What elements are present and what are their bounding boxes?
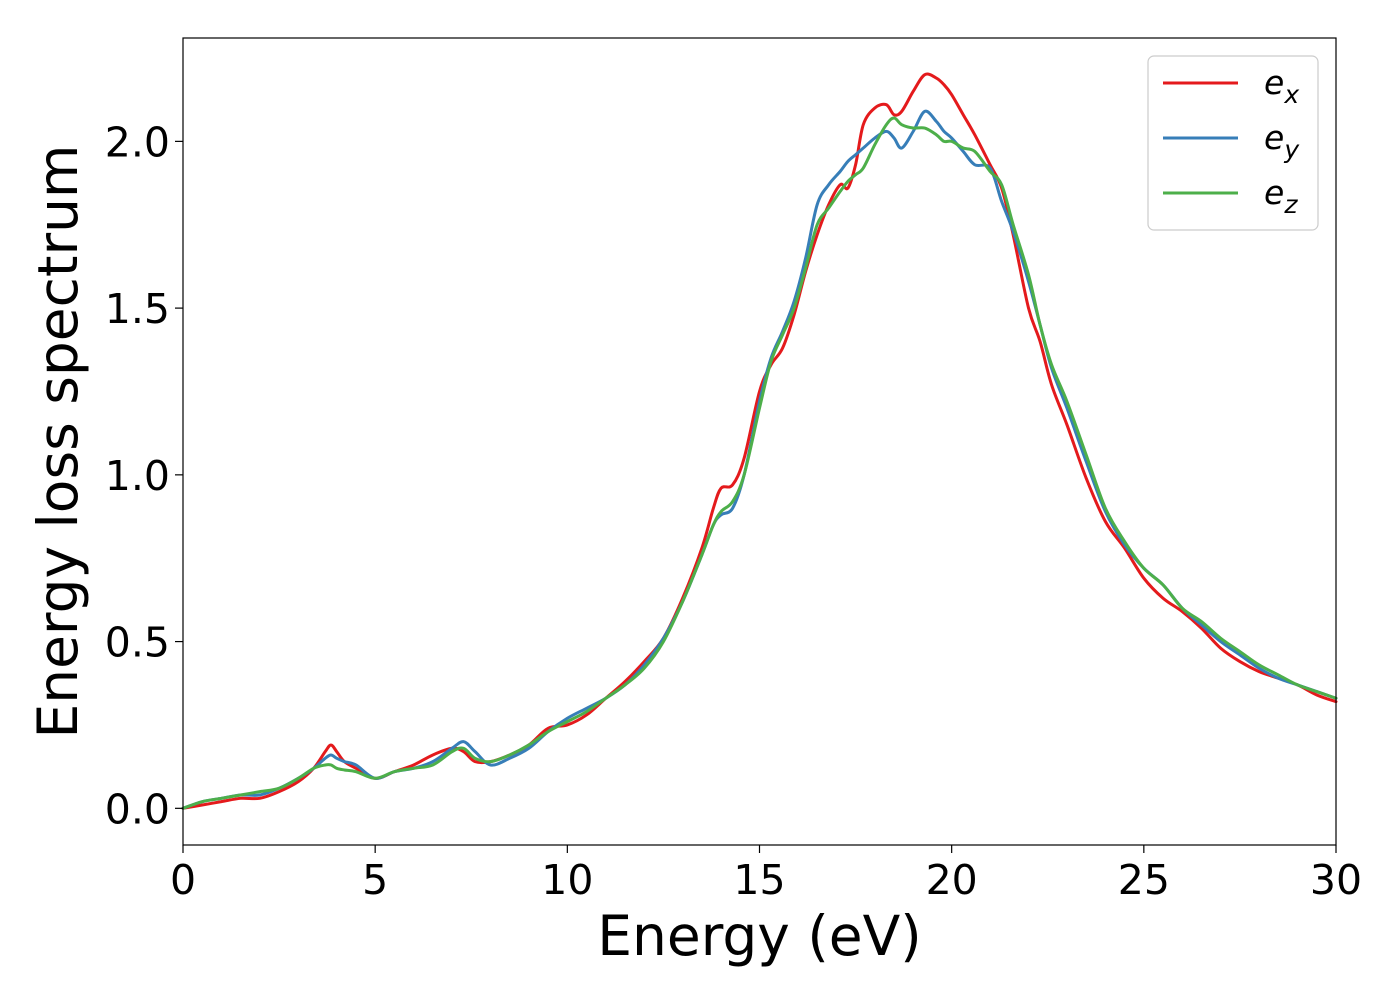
- plot-background: [183, 38, 1336, 845]
- series-layer: [181, 72, 1338, 810]
- x-tick-label: 10: [541, 856, 593, 904]
- y-axis-ticks: 0.0 0.5 1.0 1.5 2.0: [105, 118, 183, 833]
- x-axis-ticks: 0 5 10 15 20 25 30: [170, 845, 1362, 904]
- plot-frame: [182, 37, 1337, 846]
- series-line-z: [181, 116, 1338, 810]
- x-tick-label: 0: [170, 856, 196, 904]
- x-tick-label: 20: [926, 856, 978, 904]
- legend-box: [1147, 55, 1319, 231]
- x-tick-label: 5: [362, 856, 388, 904]
- legend-entries: ex ey ez: [1163, 63, 1300, 219]
- y-tick-label: 1.0: [105, 452, 170, 500]
- legend-entry-x: ex: [1163, 63, 1299, 109]
- legend-label: ex: [1264, 63, 1299, 109]
- legend: ex ey ez: [1147, 55, 1319, 231]
- y-tick-label: 1.5: [105, 285, 170, 333]
- y-tick-label: 2.0: [105, 118, 170, 166]
- x-axis-title: Energy (eV): [597, 904, 921, 968]
- y-tick-label: 0.5: [105, 619, 170, 667]
- y-tick-label: 0.0: [105, 785, 170, 833]
- legend-entry-z: ez: [1163, 173, 1298, 219]
- x-tick-label: 15: [733, 856, 785, 904]
- y-axis-title: Energy loss spectrum: [26, 144, 90, 738]
- legend-entry-y: ey: [1163, 118, 1300, 164]
- legend-label: ey: [1264, 118, 1300, 164]
- legend-label: ez: [1264, 173, 1298, 219]
- x-tick-label: 25: [1118, 856, 1170, 904]
- x-tick-label: 30: [1310, 856, 1362, 904]
